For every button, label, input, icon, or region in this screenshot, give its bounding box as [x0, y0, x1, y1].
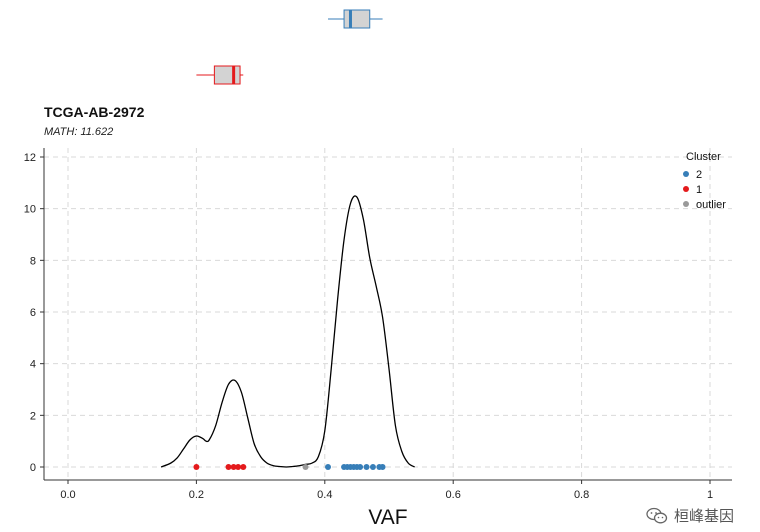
legend-marker-outlier — [683, 201, 689, 207]
boxplot-box-cluster-1 — [213, 65, 241, 85]
vaf-point-cluster-2 — [325, 464, 332, 470]
x-tick-label: 0.2 — [189, 489, 204, 501]
y-tick-label: 12 — [24, 152, 36, 164]
boxplot-box-cluster-2 — [343, 9, 371, 29]
vaf-point-cluster-1 — [193, 464, 200, 470]
density-curve — [160, 195, 416, 468]
axes — [43, 148, 732, 481]
y-tick-label: 6 — [30, 307, 36, 319]
legend: Cluster 2 1 outlier — [683, 151, 726, 211]
legend-label-outlier: outlier — [696, 199, 726, 211]
vaf-point-cluster-outlier — [302, 464, 309, 470]
x-tick-label: 0.8 — [574, 489, 589, 501]
vaf-point-cluster-2 — [379, 464, 386, 470]
vaf-point-cluster-2 — [369, 464, 376, 470]
y-tick-label: 10 — [24, 204, 36, 216]
wechat-icon — [646, 507, 668, 523]
y-axis-ticks: 0 2 4 6 8 10 12 — [24, 152, 44, 474]
vaf-point-cluster-1 — [240, 464, 247, 470]
y-tick-label: 0 — [30, 462, 36, 474]
vaf-points — [193, 464, 386, 470]
legend-marker-2 — [683, 171, 689, 177]
grid — [44, 148, 732, 480]
cluster-boxplots — [196, 9, 383, 85]
legend-label-2: 2 — [696, 169, 702, 181]
legend-title: Cluster — [686, 151, 721, 163]
y-tick-label: 8 — [30, 255, 36, 267]
vaf-point-cluster-1 — [235, 464, 242, 470]
legend-marker-1 — [683, 186, 689, 192]
x-tick-label: 0.6 — [446, 489, 461, 501]
legend-label-1: 1 — [696, 184, 702, 196]
x-tick-label: 0.0 — [60, 489, 75, 501]
vaf-point-cluster-2 — [357, 464, 364, 470]
vaf-point-cluster-1 — [230, 464, 237, 470]
chart-title: TCGA-AB-2972 — [44, 104, 145, 120]
chart-subtitle: MATH: 11.622 — [44, 126, 113, 138]
x-axis-ticks: 0.0 0.2 0.4 0.6 0.8 1 — [60, 480, 713, 501]
x-tick-label: 1 — [707, 489, 713, 501]
vaf-point-cluster-2 — [363, 464, 370, 470]
watermark: 桓峰基因 — [646, 505, 734, 526]
vaf-point-cluster-1 — [225, 464, 232, 470]
x-axis-label: VAF — [368, 506, 407, 529]
watermark-text: 桓峰基因 — [673, 507, 734, 525]
y-tick-label: 2 — [30, 410, 36, 422]
x-tick-label: 0.4 — [317, 489, 332, 501]
y-tick-label: 4 — [30, 359, 36, 371]
